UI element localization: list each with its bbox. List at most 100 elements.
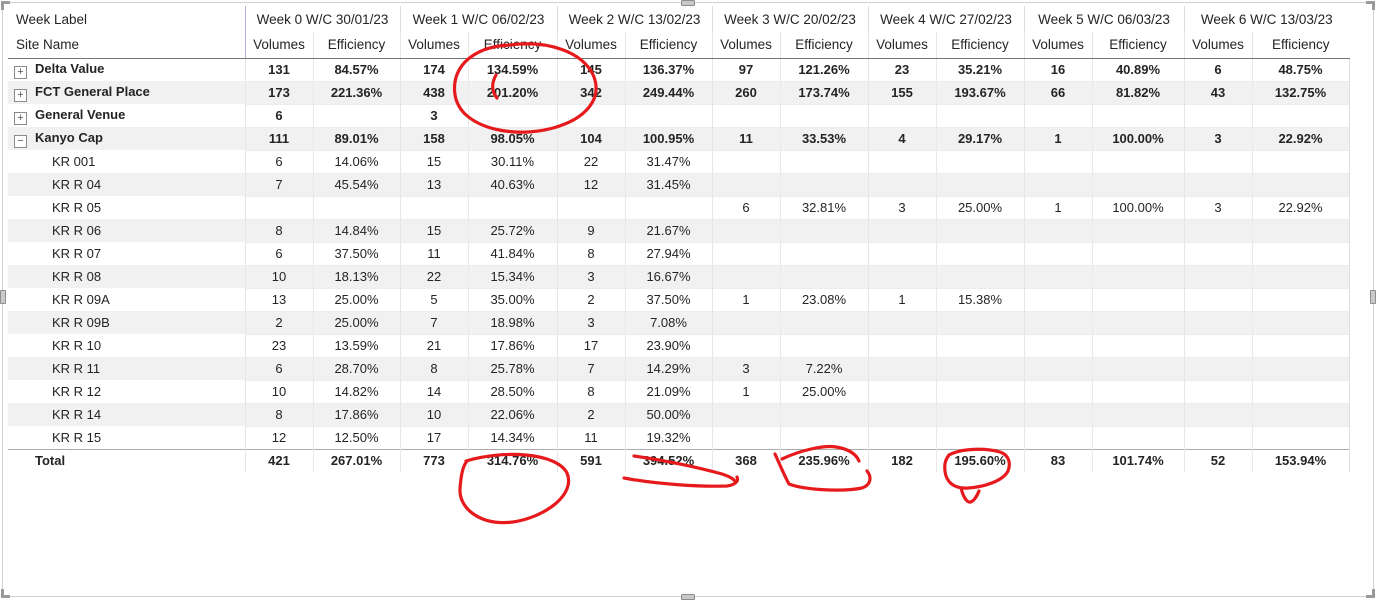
row-label: KR R 08 — [52, 269, 102, 284]
efficiency-cell — [1091, 172, 1184, 196]
volumes-cell — [711, 172, 780, 196]
volumes-cell: 1 — [1023, 195, 1092, 219]
collapse-toggle-icon[interactable]: − — [14, 134, 27, 148]
efficiency-cell: 27.94% — [624, 241, 712, 265]
efficiency-cell — [779, 333, 868, 357]
efficiency-cell: 12.50% — [312, 425, 400, 449]
volumes-cell — [711, 402, 780, 426]
volumes-cell — [1023, 103, 1092, 127]
efficiency-cell — [1251, 287, 1350, 311]
volumes-cell — [1023, 218, 1092, 242]
efficiency-cell — [935, 218, 1024, 242]
efficiency-cell — [935, 172, 1024, 196]
efficiency-cell: 14.29% — [624, 356, 712, 380]
efficiency-cell: 173.74% — [779, 80, 868, 104]
efficiency-cell — [935, 379, 1024, 403]
volumes-header-6: Volumes — [1183, 32, 1252, 59]
volumes-cell — [711, 218, 780, 242]
volumes-cell: 173 — [244, 80, 313, 104]
row-label: − Kanyo Cap — [8, 127, 245, 150]
volumes-cell — [711, 333, 780, 357]
week-header-6: Week 6 W/C 13/03/23 — [1183, 6, 1349, 32]
volumes-cell: 9 — [556, 218, 625, 242]
matrix-visual: Week Label Week 0 W/C 30/01/23 Week 1 W/C… — [8, 6, 1350, 472]
efficiency-cell — [935, 310, 1024, 334]
volumes-header-4: Volumes — [867, 32, 936, 59]
volumes-cell — [1183, 218, 1252, 242]
volumes-cell — [1183, 379, 1252, 403]
efficiency-cell — [1251, 264, 1350, 288]
volumes-cell — [1183, 310, 1252, 334]
volumes-cell — [1023, 264, 1092, 288]
volumes-cell — [556, 195, 625, 219]
resize-handle-left-middle[interactable] — [0, 290, 6, 304]
resize-handle-bottom-center[interactable] — [681, 594, 695, 600]
efficiency-cell — [1091, 379, 1184, 403]
row-label: + FCT General Place — [8, 81, 245, 104]
efficiency-cell: 28.70% — [312, 356, 400, 380]
efficiency-cell — [1091, 356, 1184, 380]
resize-handle-top-center[interactable] — [681, 0, 695, 6]
resize-handle-top-right[interactable] — [1366, 1, 1375, 10]
efficiency-cell — [1251, 356, 1350, 380]
row-label: + Delta Value — [8, 58, 245, 81]
efficiency-cell: 40.89% — [1091, 58, 1184, 81]
resize-handle-bottom-right[interactable] — [1366, 589, 1375, 598]
efficiency-cell — [1091, 218, 1184, 242]
efficiency-cell: 394.52% — [624, 448, 712, 472]
efficiency-cell — [1091, 149, 1184, 173]
volumes-cell: 111 — [244, 126, 313, 150]
volumes-cell: 368 — [711, 448, 780, 472]
volumes-cell: 3 — [711, 356, 780, 380]
volumes-cell: 17 — [556, 333, 625, 357]
row-label: KR R 04 — [52, 177, 102, 192]
efficiency-cell — [1091, 241, 1184, 265]
volumes-cell — [711, 103, 780, 127]
expand-toggle-icon[interactable]: + — [14, 65, 27, 79]
efficiency-cell: 25.00% — [312, 310, 400, 334]
volumes-cell: 10 — [244, 264, 313, 288]
volumes-cell: 17 — [399, 425, 468, 449]
table-row-kr-r-12: KR R 12 10 14.82% 14 28.50% 8 21.09% 1 25.00% — [8, 379, 1350, 403]
resize-handle-right-middle[interactable] — [1370, 290, 1376, 304]
table-row-kr-001: KR 001 6 14.06% 15 30.11% 22 31.47% — [8, 149, 1350, 173]
efficiency-cell — [1251, 333, 1350, 357]
volumes-cell — [1023, 149, 1092, 173]
volumes-cell: 8 — [556, 241, 625, 265]
efficiency-cell: 22.92% — [1251, 195, 1350, 219]
expand-toggle-icon[interactable]: + — [14, 111, 27, 125]
corner-week-label: Week Label — [8, 6, 245, 32]
volumes-cell — [1183, 103, 1252, 127]
volumes-cell — [867, 218, 936, 242]
efficiency-cell — [1091, 333, 1184, 357]
efficiency-header-3: Efficiency — [779, 32, 868, 59]
volumes-header-1: Volumes — [399, 32, 468, 59]
volumes-cell — [556, 103, 625, 127]
resize-handle-bottom-left[interactable] — [1, 589, 10, 598]
efficiency-cell: 132.75% — [1251, 80, 1350, 104]
efficiency-cell — [935, 103, 1024, 127]
row-label: KR R 10 — [52, 338, 102, 353]
efficiency-cell: 98.05% — [467, 126, 557, 150]
expand-toggle-icon[interactable]: + — [14, 88, 27, 102]
row-label: KR R 09A — [52, 292, 110, 307]
efficiency-cell: 25.00% — [312, 287, 400, 311]
volumes-cell: 7 — [399, 310, 468, 334]
volumes-cell — [1183, 402, 1252, 426]
volumes-cell — [1023, 333, 1092, 357]
volumes-cell: 23 — [244, 333, 313, 357]
volumes-cell: 1 — [1023, 126, 1092, 150]
resize-handle-top-left[interactable] — [1, 1, 10, 10]
volumes-cell: 174 — [399, 58, 468, 81]
volumes-cell: 3 — [1183, 126, 1252, 150]
efficiency-cell: 7.22% — [779, 356, 868, 380]
volumes-cell: 1 — [711, 287, 780, 311]
volumes-cell: 10 — [244, 379, 313, 403]
efficiency-cell: 22.92% — [1251, 126, 1350, 150]
volumes-cell: 2 — [556, 287, 625, 311]
efficiency-cell: 33.53% — [779, 126, 868, 150]
volumes-cell: 22 — [556, 149, 625, 173]
volumes-cell: 15 — [399, 218, 468, 242]
row-label: KR R 11 — [52, 361, 101, 376]
efficiency-cell — [624, 195, 712, 219]
